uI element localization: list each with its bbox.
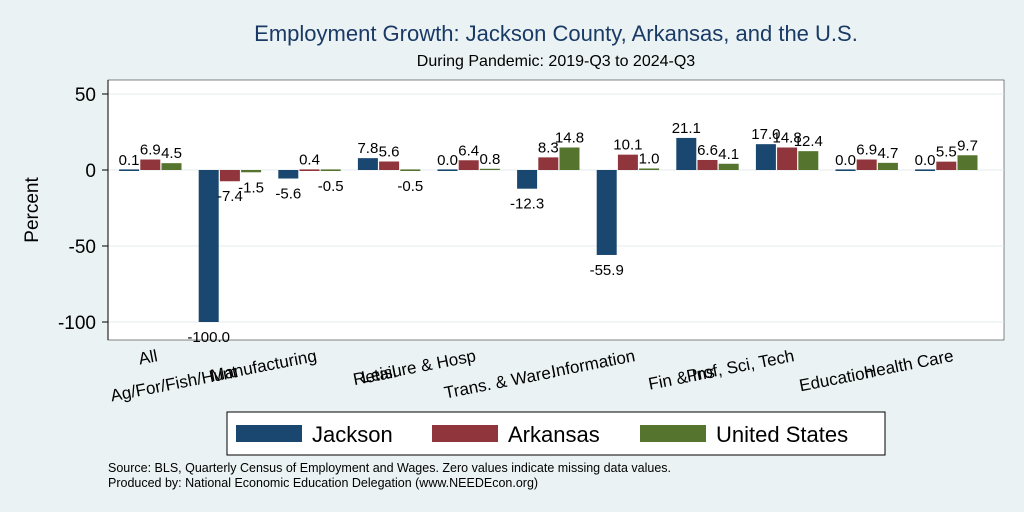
- y-tick-label: -50: [69, 237, 96, 258]
- bar-jackson: [437, 169, 458, 171]
- bar-jackson: [915, 169, 936, 171]
- bar-united-states: [718, 163, 739, 170]
- legend-swatch-united-states: [640, 425, 706, 442]
- bar-value-label: 6.9: [856, 142, 877, 159]
- plot-area: [107, 79, 1005, 341]
- bar-value-label: 6.4: [458, 142, 479, 159]
- chart-title: Employment Growth: Jackson County, Arkan…: [254, 21, 858, 46]
- bar-value-label: 7.8: [357, 140, 378, 157]
- bar-arkansas: [219, 170, 240, 182]
- bar-arkansas: [458, 160, 479, 170]
- bar-value-label: 0.0: [835, 152, 856, 169]
- bar-jackson: [357, 158, 378, 170]
- bar-value-label: 14.8: [772, 130, 801, 147]
- bar-labels: 0.16.9 4.5-100.0-7.4-1.5 -5.60.4-0.57.8 5.6…: [119, 120, 978, 346]
- bar-value-label: 5.5: [936, 144, 957, 161]
- bar-united-states: [798, 151, 819, 170]
- bar-united-states: [320, 169, 341, 171]
- bar-value-label: 4.5: [161, 145, 182, 162]
- bar-value-label: -55.9: [590, 262, 624, 279]
- bar-jackson: [198, 170, 219, 322]
- bar-value-label: -12.3: [510, 196, 544, 213]
- bar-arkansas: [379, 161, 400, 170]
- bars: [119, 137, 978, 322]
- bar-jackson: [596, 170, 617, 255]
- bar-value-label: 4.1: [718, 146, 739, 163]
- bar-arkansas: [856, 159, 877, 170]
- bar-value-label: 5.6: [379, 143, 400, 160]
- legend-swatch-arkansas: [432, 425, 498, 442]
- bar-value-label: 9.7: [957, 137, 978, 154]
- bar-united-states: [877, 162, 898, 170]
- bar-jackson: [278, 170, 299, 179]
- y-axis-label: Percent: [22, 177, 43, 243]
- bar-value-label: -7.4: [217, 188, 243, 205]
- bar-arkansas: [697, 159, 718, 170]
- legend-swatch-jackson: [236, 425, 302, 442]
- bar-value-label: 1.0: [639, 150, 660, 167]
- y-tick-label: -100: [58, 313, 96, 334]
- bar-jackson: [755, 144, 776, 170]
- bar-value-label: 4.7: [877, 145, 898, 162]
- legend-label: Arkansas: [508, 422, 600, 447]
- y-axis: 50 0 -50 -100: [58, 80, 109, 340]
- bar-value-label: 0.0: [915, 152, 936, 169]
- bar-jackson: [517, 170, 538, 189]
- bar-value-label: 0.4: [299, 151, 320, 168]
- bar-united-states: [479, 168, 500, 170]
- bar-value-label: 0.8: [479, 151, 500, 168]
- bar-arkansas: [617, 154, 638, 170]
- bar-arkansas: [936, 161, 957, 170]
- chart-subtitle: During Pandemic: 2019-Q3 to 2024-Q3: [417, 53, 695, 70]
- legend-box: [226, 411, 886, 456]
- bar-value-label: 0.1: [119, 152, 140, 169]
- bar-value-label: -100.0: [187, 329, 230, 346]
- bar-value-label: 6.6: [697, 142, 718, 159]
- bar-arkansas: [777, 147, 798, 170]
- credit-note: Produced by: National Economic Education…: [108, 476, 538, 490]
- bar-jackson: [119, 169, 140, 171]
- bar-value-label: 12.4: [794, 133, 823, 150]
- bar-united-states: [957, 155, 978, 170]
- bar-value-label: 10.1: [613, 137, 642, 154]
- legend-label: Jackson: [312, 422, 393, 447]
- bar-value-label: -5.6: [275, 186, 301, 203]
- bar-arkansas: [140, 159, 161, 170]
- bar-value-label: 6.9: [140, 142, 161, 159]
- bar-united-states: [559, 147, 580, 170]
- bar-value-label: -1.5: [238, 179, 264, 196]
- y-tick-label: 0: [85, 161, 96, 182]
- bar-value-label: 0.0: [437, 152, 458, 169]
- bar-value-label: 17.0: [751, 126, 780, 143]
- bar-united-states: [241, 170, 262, 173]
- bar-value-label: -0.5: [397, 178, 423, 195]
- bar-arkansas: [299, 169, 320, 171]
- bar-united-states: [639, 168, 660, 170]
- bar-united-states: [400, 169, 421, 171]
- source-note: Source: BLS, Quarterly Census of Employm…: [108, 461, 671, 475]
- bar-arkansas: [538, 157, 559, 170]
- x-tick-label: All: [137, 346, 159, 368]
- bar-value-label: -0.5: [318, 178, 344, 195]
- bar-united-states: [161, 163, 182, 170]
- bar-jackson: [835, 169, 856, 171]
- y-tick-label: 50: [75, 85, 96, 106]
- bar-jackson: [676, 137, 697, 170]
- bar-value-label: 21.1: [672, 120, 701, 137]
- legend: Jackson Arkansas United States: [226, 411, 886, 456]
- legend-label: United States: [716, 422, 848, 447]
- bar-value-label: 14.8: [555, 130, 584, 147]
- bar-value-label: 8.3: [538, 139, 559, 156]
